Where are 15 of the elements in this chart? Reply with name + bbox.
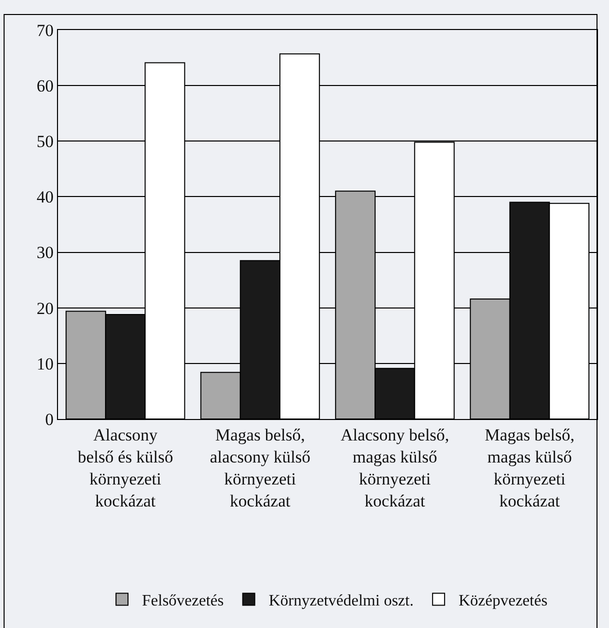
x-tick-label: Alacsony belső és külső környezeti kockázat: [78, 425, 174, 511]
y-tick-label: 40: [36, 188, 54, 207]
y-tick-label: 30: [36, 243, 54, 262]
x-tick-label: Alacsony belső, magas külső környezeti kockázat: [340, 425, 450, 511]
x-tick-label: Magas belső, magas külső környezeti kockázat: [484, 425, 574, 511]
y-tick-label: 50: [36, 132, 54, 152]
legend-label: Középvezetés: [458, 592, 548, 610]
y-tick-label: 0: [45, 410, 54, 429]
x-tick-label: Magas belső, alacsony külső környezeti kockázat: [210, 425, 310, 511]
y-tick-label: 20: [36, 298, 54, 318]
y-tick-label: 10: [36, 354, 54, 374]
legend-label: Felsővezetés: [142, 592, 224, 610]
y-tick-label: 60: [36, 76, 54, 96]
legend-label: Környzetvédelmi oszt.: [268, 592, 414, 610]
y-tick-label: 70: [36, 20, 54, 40]
